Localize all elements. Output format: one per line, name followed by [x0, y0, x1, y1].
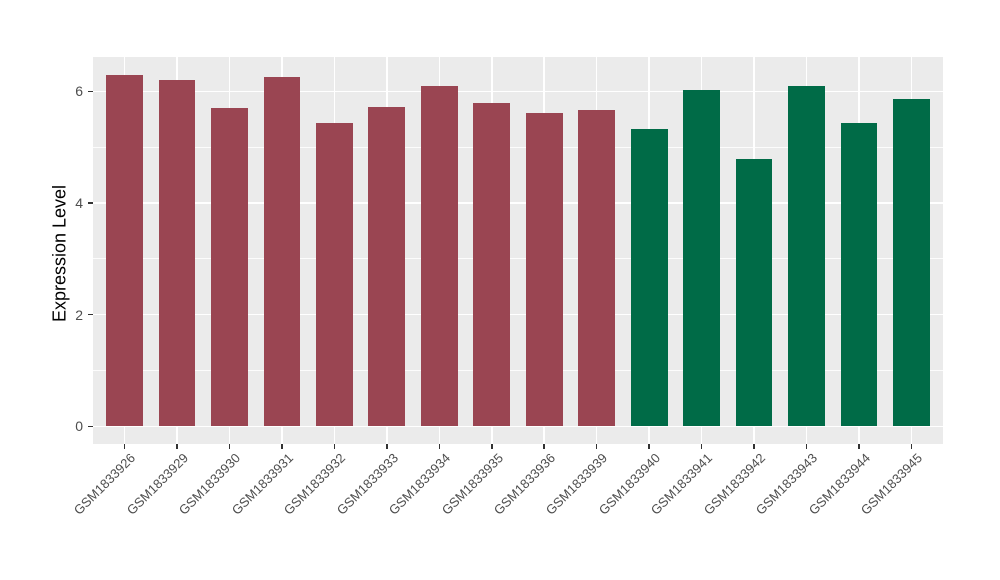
x-tick-mark [648, 444, 650, 449]
y-tick-label: 0 [75, 418, 83, 435]
bar-GSM1833932 [315, 123, 353, 427]
bar-GSM1833929 [158, 80, 196, 427]
bar-GSM1833941 [683, 90, 720, 427]
bar-GSM1833935 [473, 102, 511, 427]
x-tick-mark [858, 444, 860, 449]
y-tick-mark [88, 425, 93, 428]
x-tick-mark [176, 444, 178, 449]
bar-GSM1833933 [368, 106, 406, 427]
gridline-major [93, 202, 943, 204]
x-tick-mark [910, 444, 913, 449]
y-tick-mark [88, 313, 93, 316]
x-tick-mark [333, 444, 336, 449]
y-tick-label: 6 [75, 83, 83, 100]
x-tick-mark [753, 444, 755, 449]
gridline-major [93, 90, 943, 93]
bar-GSM1833930 [211, 108, 248, 427]
plot-panel [93, 57, 943, 444]
bar-GSM1833939 [578, 110, 616, 427]
x-tick-mark [700, 444, 703, 449]
bar-GSM1833931 [263, 76, 301, 427]
bar-GSM1833944 [840, 122, 878, 427]
y-tick-label: 2 [75, 306, 83, 323]
bar-GSM1833943 [788, 86, 825, 427]
x-tick-mark [805, 444, 808, 449]
bar-GSM1833945 [893, 99, 930, 427]
y-tick-mark [88, 202, 93, 204]
bar-GSM1833934 [420, 86, 458, 427]
gridline-major [93, 425, 943, 428]
x-tick-mark [543, 444, 545, 449]
y-axis-title: Expression Level [49, 184, 70, 323]
gridline-minor [93, 370, 943, 372]
bar-GSM1833942 [735, 159, 773, 427]
x-tick-mark [228, 444, 231, 449]
x-tick-mark [491, 444, 493, 449]
y-tick-mark [88, 90, 93, 93]
x-tick-mark [123, 444, 126, 449]
x-tick-mark [386, 444, 388, 449]
gridline-minor [93, 258, 943, 260]
bar-GSM1833926 [106, 74, 143, 427]
bar-GSM1833940 [630, 129, 668, 427]
gridline-minor [93, 146, 943, 148]
x-tick-mark [595, 444, 598, 449]
y-tick-label: 4 [75, 195, 83, 212]
x-tick-mark [438, 444, 441, 449]
bar-GSM1833936 [525, 112, 563, 427]
gridline-major [93, 313, 943, 316]
x-tick-mark [281, 444, 283, 449]
